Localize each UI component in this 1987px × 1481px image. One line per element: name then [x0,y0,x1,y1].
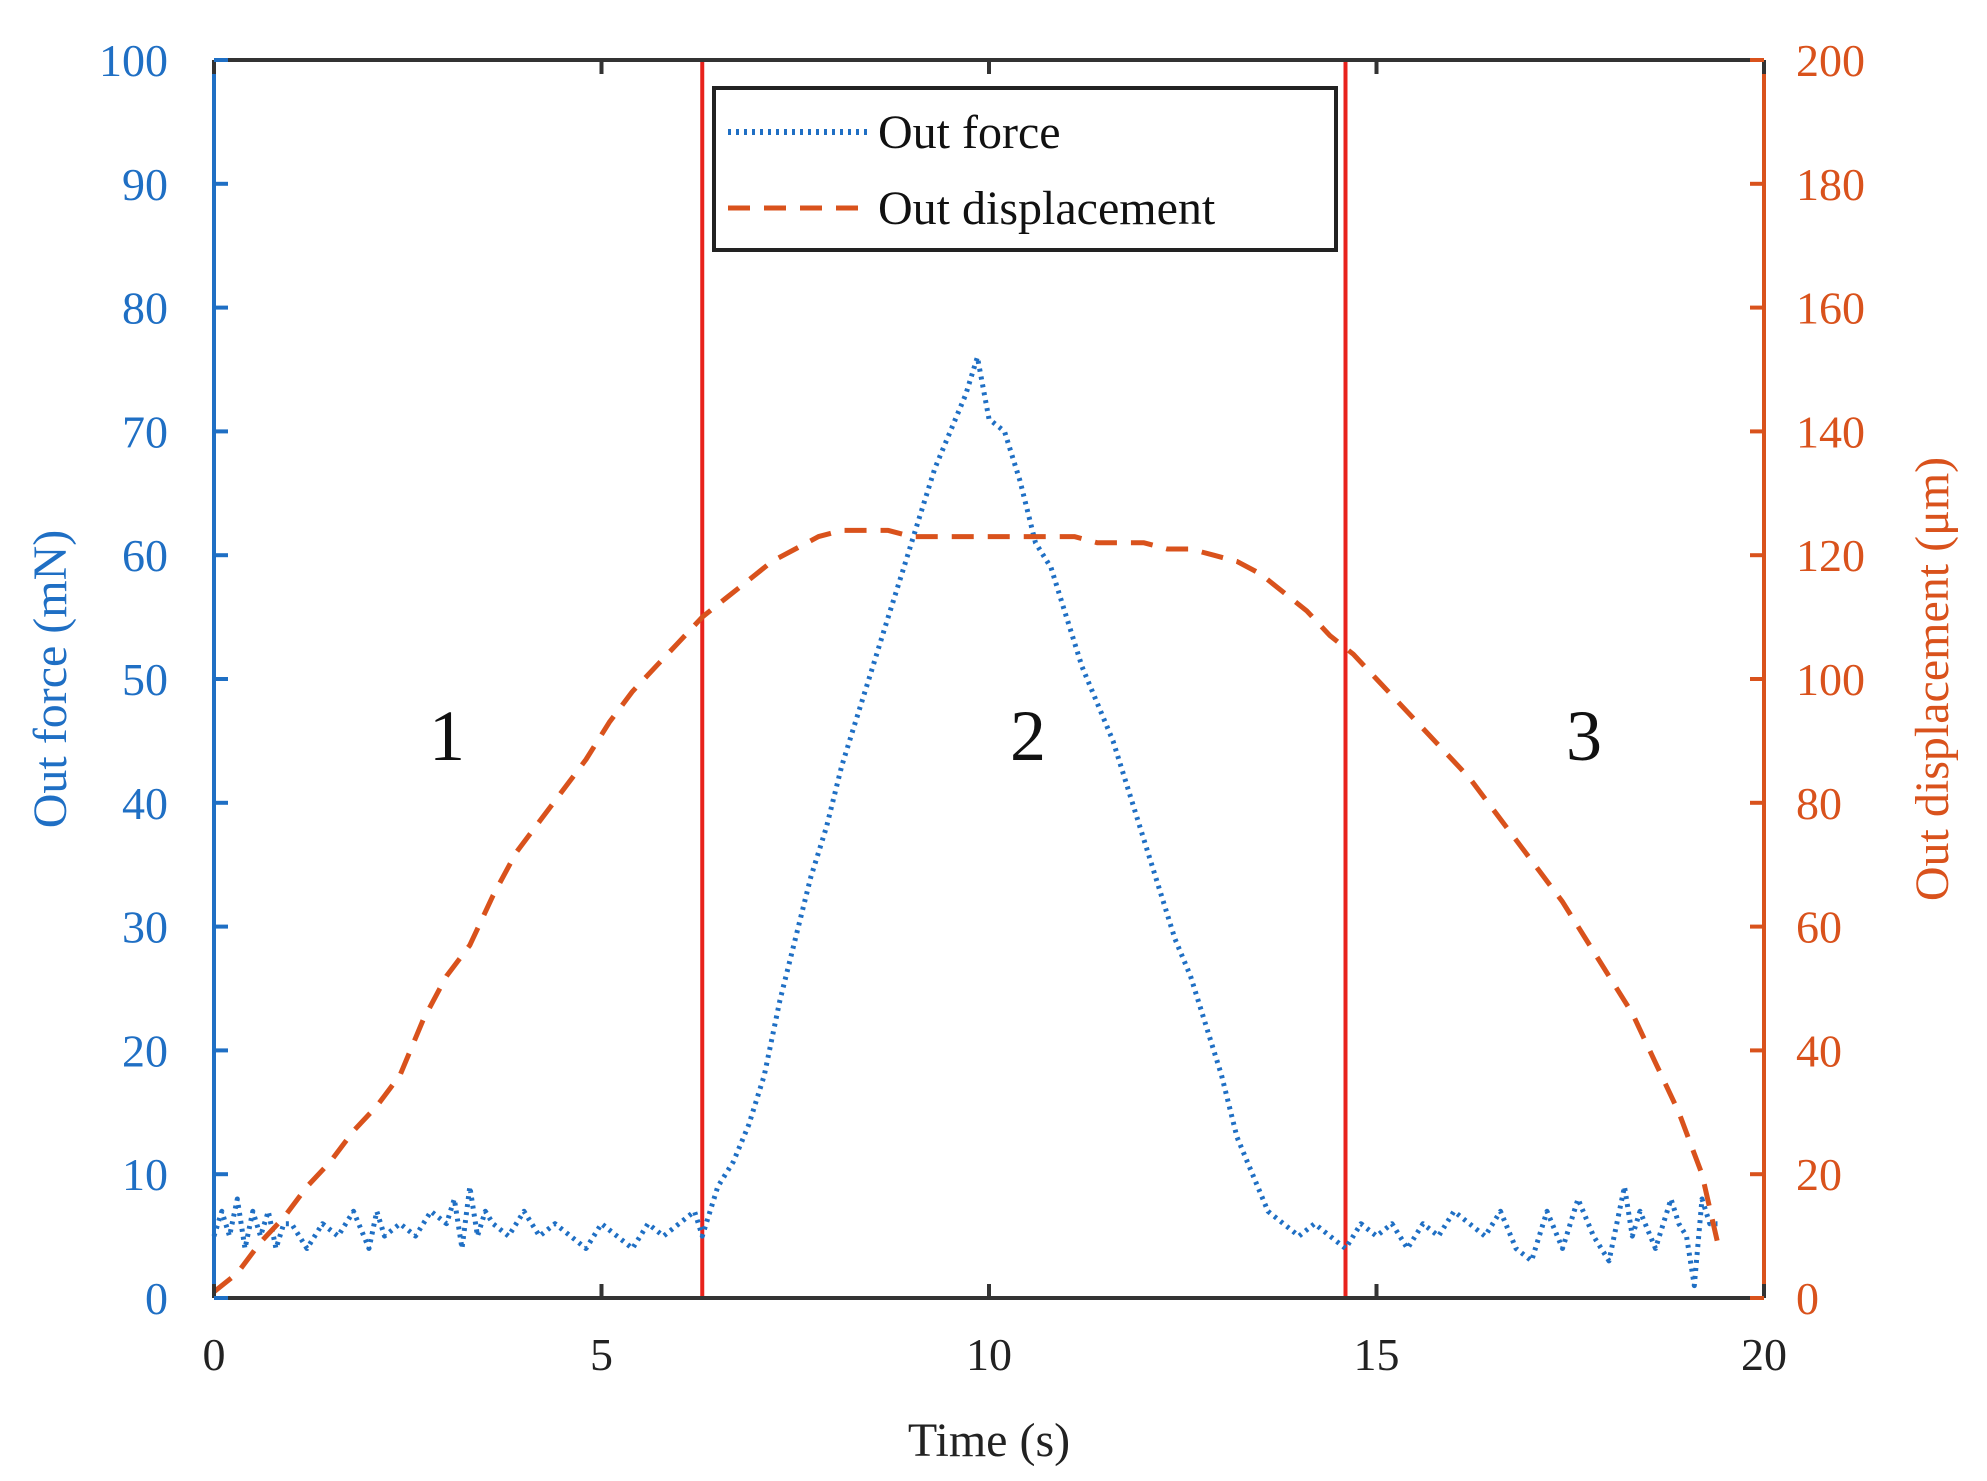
y-left-tick-label: 20 [122,1025,168,1076]
x-tick-label: 20 [1741,1329,1787,1380]
y-left-tick-label: 0 [145,1273,168,1324]
y-right-tick-label: 140 [1796,406,1865,457]
y-right-tick-label: 100 [1796,654,1865,705]
y-right-tick-label: 20 [1796,1149,1842,1200]
legend-box [712,86,1338,252]
y-left-tick-label: 10 [122,1149,168,1200]
x-tick-label: 15 [1354,1329,1400,1380]
y-left-tick-label: 30 [122,902,168,953]
region-label-1: 1 [429,696,465,776]
region-label-3: 3 [1566,696,1602,776]
x-tick-label: 5 [590,1329,613,1380]
x-tick-label: 10 [966,1329,1012,1380]
y-right-tick-label: 80 [1796,778,1842,829]
series-out-force-line [211,354,1718,1289]
y-left-tick-label: 70 [122,406,168,457]
y-right-tick-label: 0 [1796,1273,1819,1324]
y-right-tick-label: 120 [1796,530,1865,581]
y-right-tick-label: 40 [1796,1025,1842,1076]
legend-displacement-label: Out displacement [878,182,1216,235]
x-tick-label: 0 [203,1329,226,1380]
y-left-tick-label: 80 [122,283,168,334]
y-right-tick-label: 160 [1796,283,1865,334]
y-left-tick-label: 60 [122,530,168,581]
left-axis-title: Out force (mN) [24,530,77,829]
y-left-tick-label: 50 [122,654,168,705]
region-label-2: 2 [1010,696,1046,776]
y-right-tick-label: 180 [1796,159,1865,210]
series-out-displacement-line [212,527,1720,1294]
legend: Out force Out displacement [712,86,1338,252]
y-left-tick-label: 40 [122,778,168,829]
y-right-tick-label: 200 [1796,35,1865,86]
right-axis-title: Out displacement (μm) [1906,457,1959,901]
y-left-tick-label: 100 [99,35,168,86]
legend-force-label: Out force [878,106,1061,159]
y-right-tick-label: 60 [1796,902,1842,953]
x-axis-title: Time (s) [908,1414,1070,1467]
y-left-tick-label: 90 [122,159,168,210]
